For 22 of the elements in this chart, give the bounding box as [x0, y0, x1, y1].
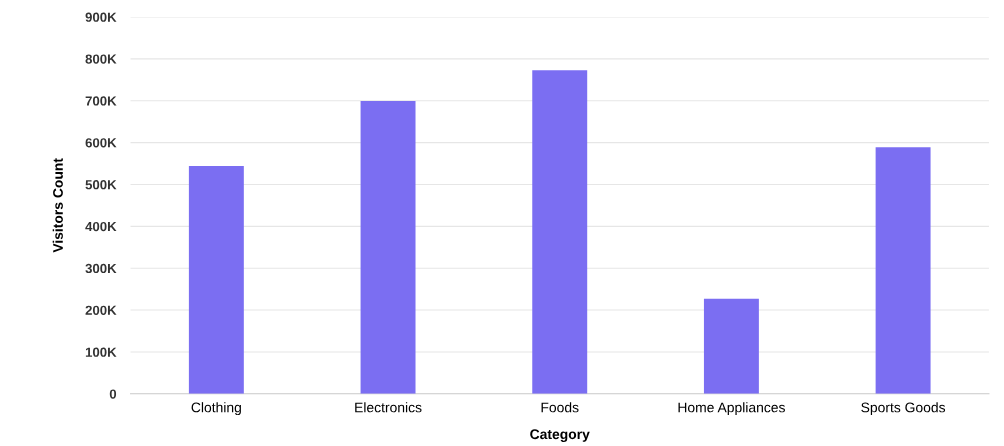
bar — [188, 166, 244, 394]
x-tick-label: Electronics — [355, 402, 422, 413]
x-tick-label: Sports Goods — [861, 402, 946, 416]
x-tick-label: Foods — [541, 402, 579, 413]
y-tick-label: 200K — [85, 305, 117, 315]
y-tick-label: 0 — [109, 389, 117, 399]
bar — [360, 101, 416, 394]
y-tick-label: 800K — [85, 54, 117, 64]
bar — [703, 298, 759, 394]
y-tick-label: 100K — [85, 347, 117, 357]
y-tick-label: 300K — [85, 263, 117, 274]
y-tick-label: 700K — [85, 96, 117, 106]
y-tick-label: 900K — [85, 12, 117, 22]
y-tick-label: 600K — [85, 138, 117, 148]
y-tick-label: 400K — [85, 221, 117, 232]
y-axis-title: Visitors Count — [52, 158, 63, 253]
x-tick-label: Home Appliances — [678, 402, 785, 416]
bar — [532, 70, 588, 394]
bar — [875, 147, 931, 394]
x-tick-label: Clothing — [191, 402, 241, 416]
y-tick-label: 500K — [85, 180, 117, 190]
x-axis-title: Category — [530, 429, 590, 442]
